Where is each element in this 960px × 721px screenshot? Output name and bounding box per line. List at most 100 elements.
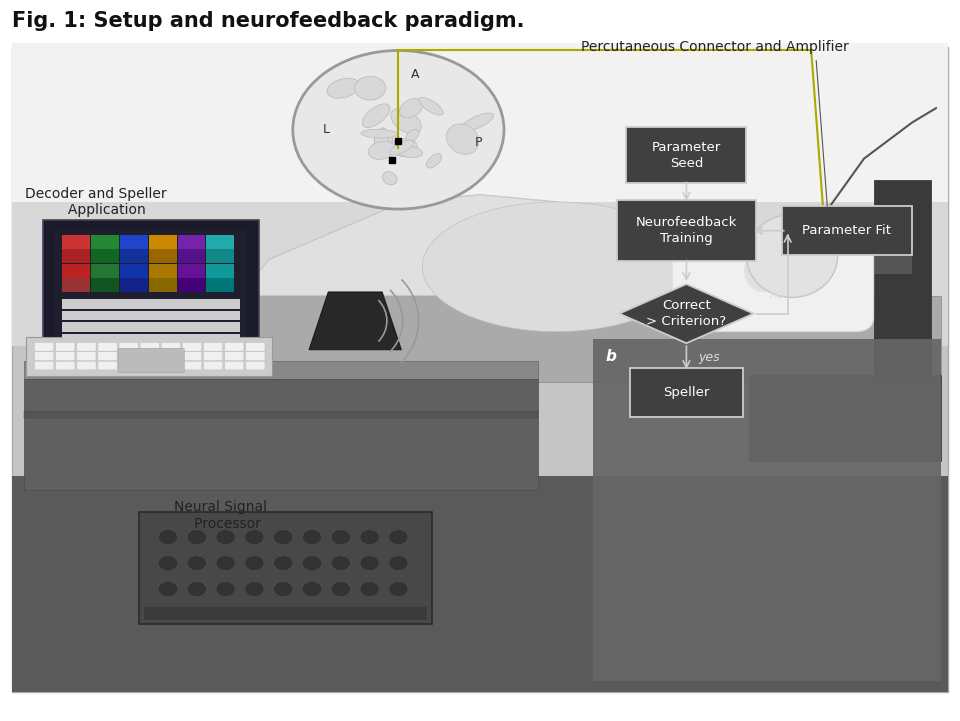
FancyBboxPatch shape (161, 361, 180, 370)
Circle shape (246, 557, 263, 570)
FancyBboxPatch shape (62, 235, 90, 249)
Ellipse shape (327, 78, 360, 98)
FancyBboxPatch shape (204, 342, 223, 351)
FancyBboxPatch shape (206, 264, 234, 278)
Circle shape (217, 583, 234, 596)
Circle shape (159, 531, 177, 544)
FancyBboxPatch shape (35, 352, 54, 360)
FancyBboxPatch shape (56, 352, 75, 360)
Text: b: b (605, 350, 616, 364)
FancyBboxPatch shape (781, 206, 912, 255)
FancyBboxPatch shape (12, 47, 948, 692)
Circle shape (390, 557, 407, 570)
Circle shape (246, 583, 263, 596)
FancyBboxPatch shape (225, 352, 244, 360)
FancyBboxPatch shape (98, 361, 117, 370)
Circle shape (332, 583, 349, 596)
FancyBboxPatch shape (120, 235, 148, 249)
FancyBboxPatch shape (24, 379, 538, 490)
Text: Correct
> Criterion?: Correct > Criterion? (646, 299, 727, 328)
FancyBboxPatch shape (139, 512, 432, 624)
FancyBboxPatch shape (55, 229, 247, 337)
FancyBboxPatch shape (626, 127, 747, 183)
FancyBboxPatch shape (246, 342, 265, 351)
FancyBboxPatch shape (593, 339, 941, 681)
FancyBboxPatch shape (120, 249, 148, 263)
FancyBboxPatch shape (91, 249, 119, 263)
FancyBboxPatch shape (672, 231, 874, 332)
FancyBboxPatch shape (149, 264, 177, 278)
FancyBboxPatch shape (43, 220, 259, 346)
Text: Neurofeedback
Training: Neurofeedback Training (636, 216, 737, 245)
Polygon shape (619, 284, 754, 343)
Circle shape (275, 531, 292, 544)
Circle shape (275, 557, 292, 570)
FancyBboxPatch shape (874, 180, 931, 382)
Ellipse shape (446, 124, 479, 154)
FancyBboxPatch shape (119, 361, 138, 370)
Circle shape (159, 583, 177, 596)
Circle shape (390, 531, 407, 544)
FancyBboxPatch shape (149, 278, 177, 292)
FancyBboxPatch shape (12, 43, 948, 202)
Circle shape (275, 583, 292, 596)
FancyBboxPatch shape (140, 352, 159, 360)
Ellipse shape (744, 249, 782, 292)
FancyBboxPatch shape (178, 235, 205, 249)
Ellipse shape (419, 97, 444, 115)
FancyBboxPatch shape (56, 342, 75, 351)
FancyBboxPatch shape (811, 214, 835, 227)
FancyBboxPatch shape (206, 249, 234, 263)
Circle shape (303, 557, 321, 570)
Circle shape (246, 531, 263, 544)
FancyBboxPatch shape (206, 235, 234, 249)
Circle shape (361, 531, 378, 544)
Circle shape (390, 583, 407, 596)
FancyBboxPatch shape (77, 361, 96, 370)
FancyBboxPatch shape (62, 334, 240, 343)
FancyBboxPatch shape (91, 278, 119, 292)
FancyBboxPatch shape (225, 361, 244, 370)
FancyBboxPatch shape (246, 352, 265, 360)
FancyBboxPatch shape (149, 235, 177, 249)
FancyBboxPatch shape (24, 411, 538, 418)
Circle shape (303, 583, 321, 596)
Ellipse shape (396, 146, 422, 158)
Circle shape (188, 557, 205, 570)
Ellipse shape (383, 172, 397, 185)
Ellipse shape (374, 128, 388, 152)
Text: yes: yes (698, 351, 720, 364)
Circle shape (217, 531, 234, 544)
FancyBboxPatch shape (178, 249, 205, 263)
Ellipse shape (374, 131, 393, 147)
Ellipse shape (426, 154, 442, 168)
FancyBboxPatch shape (182, 342, 202, 351)
Circle shape (332, 531, 349, 544)
Text: L: L (323, 123, 330, 136)
FancyBboxPatch shape (35, 342, 54, 351)
Circle shape (159, 557, 177, 570)
FancyBboxPatch shape (62, 278, 90, 292)
FancyBboxPatch shape (91, 264, 119, 278)
FancyBboxPatch shape (225, 342, 244, 351)
Ellipse shape (390, 138, 418, 156)
FancyBboxPatch shape (24, 360, 538, 379)
Text: Parameter
Seed: Parameter Seed (652, 141, 721, 169)
FancyBboxPatch shape (204, 361, 223, 370)
FancyBboxPatch shape (140, 361, 159, 370)
FancyBboxPatch shape (178, 264, 205, 278)
Text: Fig. 1: Setup and neurofeedback paradigm.: Fig. 1: Setup and neurofeedback paradigm… (12, 11, 524, 31)
FancyBboxPatch shape (240, 296, 941, 382)
FancyBboxPatch shape (120, 278, 148, 292)
Ellipse shape (461, 113, 493, 131)
FancyBboxPatch shape (182, 361, 202, 370)
Text: no: no (770, 288, 785, 301)
Ellipse shape (369, 141, 395, 159)
Text: Decoder and Speller
     Application: Decoder and Speller Application (25, 187, 167, 217)
FancyBboxPatch shape (149, 249, 177, 263)
FancyBboxPatch shape (62, 311, 240, 320)
FancyBboxPatch shape (749, 375, 941, 461)
FancyBboxPatch shape (77, 352, 96, 360)
Text: A: A (411, 68, 419, 81)
Text: P: P (474, 136, 482, 149)
